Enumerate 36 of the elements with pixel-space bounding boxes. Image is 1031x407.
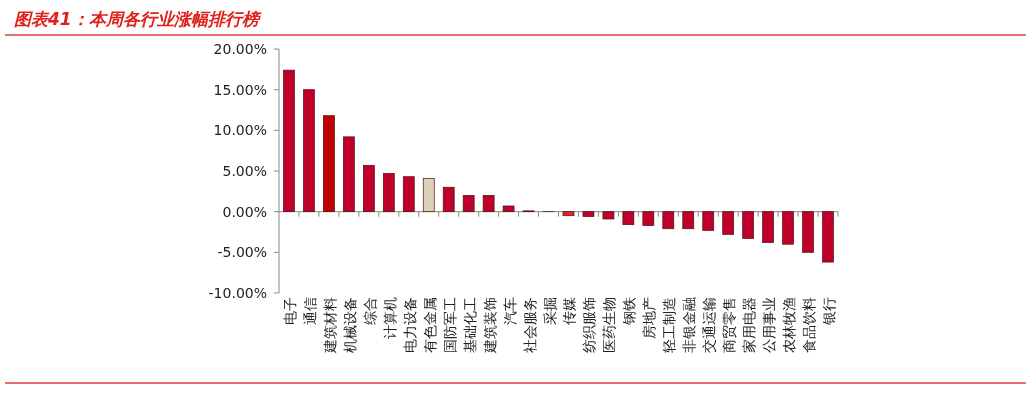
x-tick-label: 计算机 [381,297,398,339]
y-tick-label: 5.00% [222,163,267,179]
x-tick-label: 银行 [821,297,838,326]
y-tick-label: 15.00% [213,81,267,98]
x-tick-label: 轻工制造 [661,297,678,353]
x-tick-label: 传媒 [561,297,578,325]
x-tick-label: 综合 [361,297,378,325]
x-tick-label: 电力设备 [401,297,418,353]
y-tick-label: -5.00% [217,244,267,261]
x-tick-label: 纺织服饰 [581,297,598,353]
x-tick-label: 采掘 [541,297,558,325]
x-tick-label: 家用电器 [741,297,758,353]
x-tick-label: 医药生物 [601,297,618,353]
x-tick-label: 建筑装饰 [481,297,498,354]
x-tick-label: 农林牧渔 [781,297,798,353]
x-tick-label: 公用事业 [761,297,778,353]
x-tick-label: 电子 [281,297,298,325]
x-tick-label: 交通运输 [701,297,718,353]
y-tick-label: 0.00% [222,203,267,220]
x-tick-label: 房地产 [641,297,658,339]
x-tick-label: 通信 [301,297,318,325]
x-tick-label: 基础化工 [461,297,478,353]
x-tick-label: 机械设备 [341,297,358,353]
x-tick-label: 社会服务 [521,297,538,353]
x-tick-label: 建筑材料 [321,297,338,354]
y-tick-label: 10.00% [213,122,267,139]
x-tick-label: 国防军工 [441,297,458,353]
y-tick-label: -10.00% [208,285,267,301]
x-tick-label: 食品饮料 [801,297,818,353]
x-tick-label: 钢铁 [621,297,638,326]
y-tick-label: 20.00% [213,41,267,57]
x-tick-label: 汽车 [501,297,518,325]
x-tick-label: 有色金属 [421,297,438,353]
x-tick-label: 非银金融 [681,297,698,353]
x-tick-label: 商贸零售 [721,297,738,353]
text: 图表41：本周各行业涨幅排行榜 [14,9,262,29]
